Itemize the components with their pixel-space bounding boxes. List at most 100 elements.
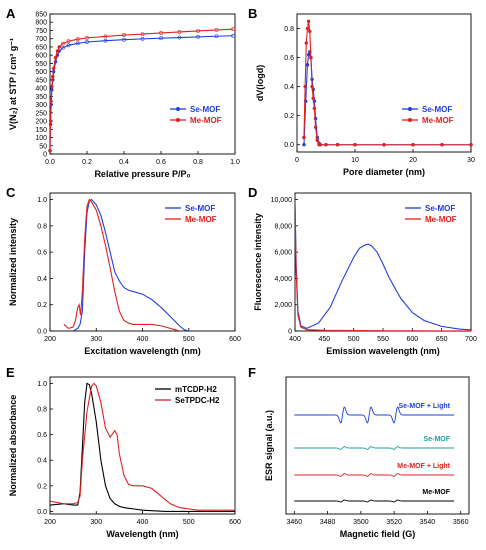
legend-label: Se-MOF [422,105,452,114]
data-point [140,36,145,41]
data-point [318,143,322,147]
y-tick-label: 650 [35,44,47,51]
data-point [310,84,314,89]
esr-trace-se-mof [294,446,455,450]
y-tick-label: 200 [35,119,47,126]
plot-frame [294,192,472,332]
x-tick-label: 600 [229,519,241,526]
data-point [440,143,444,147]
panel-b: B 0 10 20 30 0.0 0.2 0.4 0.6 0.8 Pore diameter (nm… [248,6,475,177]
data-point [303,84,307,89]
y-tick-label: 1.0 [37,381,47,388]
data-point [159,31,163,35]
plot-frame [49,13,236,155]
data-point [61,41,65,46]
legend-label: Me-MOF [422,116,454,125]
y-tick-label: 0.6 [37,432,47,439]
series-line-se-mof [50,35,234,151]
data-point [49,99,53,103]
legend-label: Me-MOF [190,116,222,125]
y-tick-label: 700 [35,36,47,43]
legend-marker [408,118,412,122]
y-tick-label: 750 [35,28,47,35]
series-line-me-mof [303,21,471,146]
y-tick-label: 2,000 [274,302,292,309]
y-tick-label: 50 [39,143,47,150]
data-point [308,29,312,34]
x-tick-label: 300 [90,519,102,526]
x-axis-label: Excitation wavelength (nm) [84,346,201,356]
data-point [48,119,53,123]
x-tick-label: 3500 [353,519,369,526]
x-tick-label: 400 [137,519,149,526]
y-tick-label: 450 [35,77,47,84]
x-tick-label: 0.4 [119,159,129,166]
data-point [85,40,89,44]
y-tick-label: 0.8 [284,26,294,33]
plot-frame [285,376,470,515]
y-tick-label: 8,000 [274,223,292,230]
y-tick-label: 800 [35,20,47,27]
data-point [382,143,386,147]
legend-label: Me-MOF [425,215,457,224]
data-point [302,135,306,140]
data-point [196,29,200,33]
data-point [140,32,145,36]
data-point [305,63,310,67]
data-point [309,55,313,60]
legend-label: Se-MOF [185,204,215,213]
data-point [61,45,65,50]
y-tick-label: 0.2 [37,483,47,490]
legend-label: mTCDP-H2 [175,385,217,394]
x-tick-label: 20 [409,157,417,164]
x-tick-label: 200 [44,519,56,526]
y-tick-label: 0.0 [37,329,47,336]
x-tick-label: 450 [318,336,330,343]
esr-trace-me-mof-light [294,473,455,477]
data-point [315,138,319,143]
y-tick-label: 0.0 [284,142,294,149]
panel-letter: B [248,6,257,21]
y-tick-label: 0.0 [37,509,47,516]
y-axis-label: ESR signal (a.u.) [264,410,274,481]
esr-trace-label: Se-MOF [424,436,451,443]
panel-c: C 200 300 400 500 600 0.0 0.2 0.4 0.6 0.8 1.0 Excita… [6,185,241,356]
legend-label: Se-MOF [425,204,455,213]
x-tick-label: 550 [377,336,389,343]
x-tick-label: 3460 [287,519,303,526]
data-point [103,34,108,39]
panel-letter: E [6,365,15,380]
data-point [231,33,236,38]
legend-marker [176,118,180,122]
panel-letter: A [6,6,16,21]
y-axis-label: Fluorescence intensity [253,213,263,311]
data-point [122,33,126,37]
x-tick-label: 3560 [453,519,469,526]
y-tick-label: 350 [35,94,47,101]
x-tick-label: 0 [295,157,299,164]
esr-trace-label: Me-MOF + Light [397,463,450,470]
data-point [306,52,311,57]
y-axis-label: Normalized absorbance [8,395,18,497]
data-point [57,45,61,49]
y-tick-label: 500 [35,69,47,76]
data-point [196,34,200,39]
x-tick-label: 600 [406,336,418,343]
x-axis-label: Wavelength (nm) [106,529,178,539]
y-tick-label: 0 [43,152,47,159]
x-tick-label: 3520 [386,519,402,526]
esr-trace-se-mof-light [294,406,455,424]
data-point [52,66,56,71]
x-tick-label: 600 [229,336,241,343]
x-tick-label: 500 [348,336,360,343]
data-point [311,96,315,100]
data-point [177,35,182,40]
x-axis-label: Pore diameter (nm) [343,167,425,177]
y-tick-label: 0.6 [284,55,294,62]
plot-frame [296,13,472,153]
series-line-me-mof [295,202,471,331]
y-tick-label: 100 [35,135,47,142]
panel-letter: D [248,185,257,200]
data-point [159,36,163,41]
